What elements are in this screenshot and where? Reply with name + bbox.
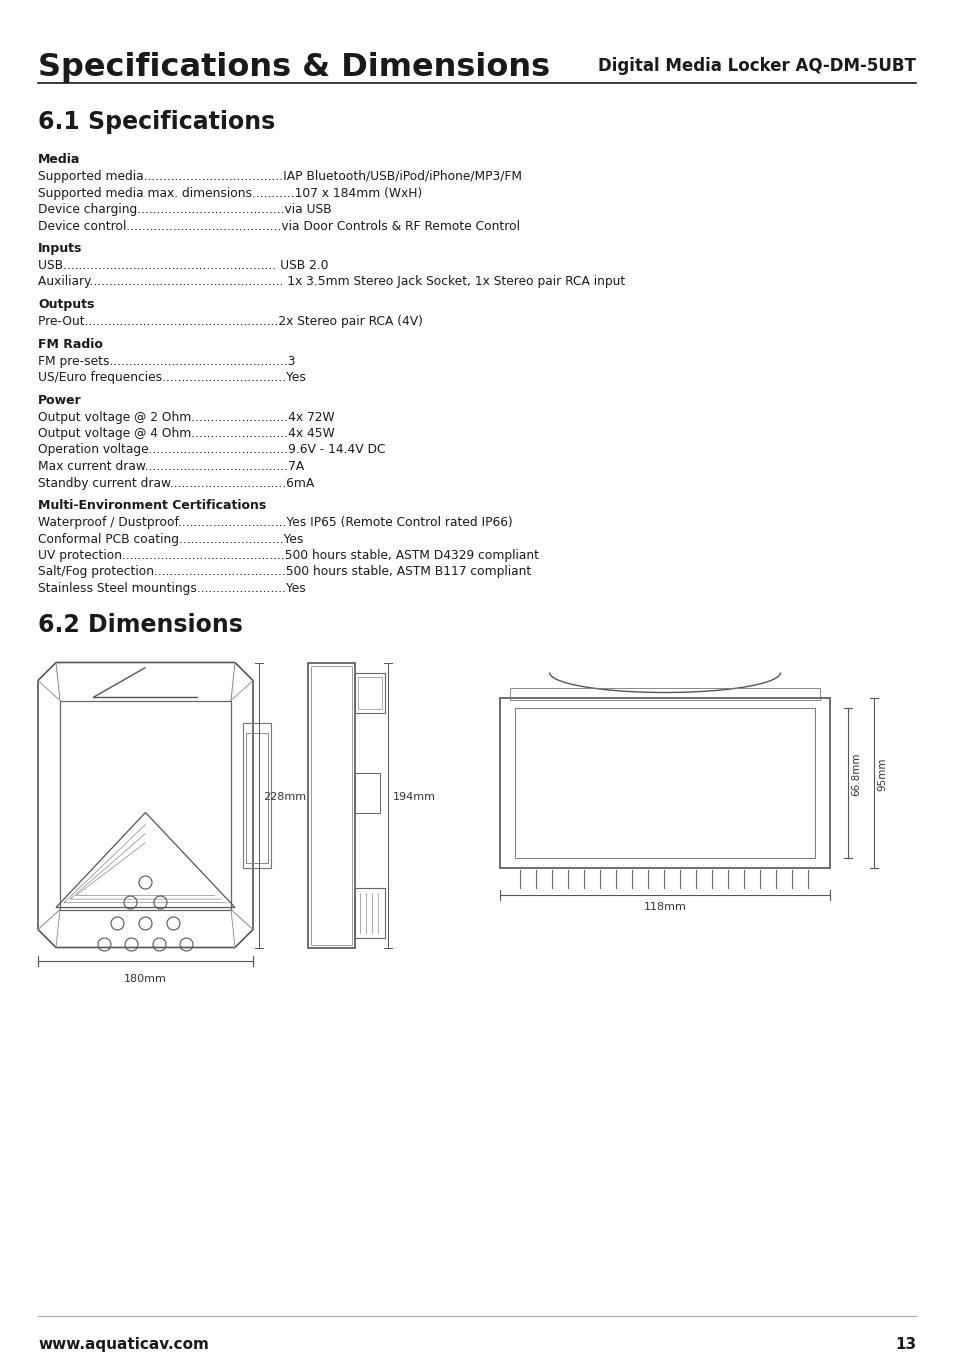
Text: FM Radio: FM Radio — [38, 337, 103, 351]
Text: Outputs: Outputs — [38, 298, 94, 311]
Text: Media: Media — [38, 153, 80, 167]
Text: Specifications & Dimensions: Specifications & Dimensions — [38, 51, 550, 83]
Text: Device charging......................................via USB: Device charging.........................… — [38, 203, 332, 217]
Text: Operation voltage....................................9.6V - 14.4V DC: Operation voltage.......................… — [38, 444, 385, 456]
Text: 6.1 Specifications: 6.1 Specifications — [38, 110, 275, 134]
Text: Max current draw.....................................7A: Max current draw........................… — [38, 460, 304, 473]
Text: Pre-Out..................................................2x Stereo pair RCA (4V): Pre-Out.................................… — [38, 315, 422, 328]
Text: Waterproof / Dustproof............................Yes IP65 (Remote Control rated: Waterproof / Dustproof..................… — [38, 516, 512, 529]
Text: FM pre-sets..............................................3: FM pre-sets.............................… — [38, 355, 295, 367]
Text: Output voltage @ 4 Ohm.........................4x 45W: Output voltage @ 4 Ohm..................… — [38, 427, 335, 440]
Text: Conformal PCB coating...........................Yes: Conformal PCB coating...................… — [38, 532, 303, 546]
Text: Multi-Environment Certifications: Multi-Environment Certifications — [38, 500, 266, 512]
Text: Standby current draw..............................6mA: Standby current draw....................… — [38, 477, 314, 490]
Text: Supported media max. dimensions...........107 x 184mm (WxH): Supported media max. dimensions.........… — [38, 187, 422, 199]
Text: Supported media....................................IAP Bluetooth/USB/iPod/iPhone: Supported media.........................… — [38, 171, 521, 183]
Text: Inputs: Inputs — [38, 242, 82, 255]
Text: 118mm: 118mm — [643, 903, 686, 913]
Text: US/Euro frequencies................................Yes: US/Euro frequencies.....................… — [38, 371, 306, 385]
Text: 66.8mm: 66.8mm — [850, 753, 861, 796]
Text: Stainless Steel mountings.......................Yes: Stainless Steel mountings...............… — [38, 582, 305, 594]
Text: 194mm: 194mm — [393, 792, 436, 802]
Text: Salt/Fog protection..................................500 hours stable, ASTM B117: Salt/Fog protection.....................… — [38, 566, 531, 578]
Text: 180mm: 180mm — [124, 975, 167, 984]
Text: UV protection..........................................500 hours stable, ASTM D4: UV protection...........................… — [38, 548, 538, 562]
Text: www.aquaticav.com: www.aquaticav.com — [38, 1336, 209, 1353]
Text: Output voltage @ 2 Ohm.........................4x 72W: Output voltage @ 2 Ohm..................… — [38, 410, 335, 424]
Text: 95mm: 95mm — [876, 758, 886, 791]
Text: 228mm: 228mm — [263, 792, 306, 802]
Text: Auxiliary.................................................. 1x 3.5mm Stereo Jack: Auxiliary...............................… — [38, 275, 624, 288]
Text: 13: 13 — [894, 1336, 915, 1353]
Text: Power: Power — [38, 394, 82, 406]
Text: 6.2 Dimensions: 6.2 Dimensions — [38, 612, 243, 636]
Text: Device control........................................via Door Controls & RF Rem: Device control..........................… — [38, 219, 519, 233]
Text: USB....................................................... USB 2.0: USB.....................................… — [38, 259, 328, 272]
Text: Digital Media Locker AQ-DM-5UBT: Digital Media Locker AQ-DM-5UBT — [598, 57, 915, 74]
